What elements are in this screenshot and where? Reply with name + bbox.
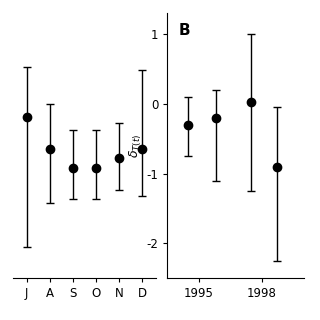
Y-axis label: $\delta_{T(t)}$: $\delta_{T(t)}$: [127, 133, 144, 158]
Text: B: B: [178, 23, 190, 38]
